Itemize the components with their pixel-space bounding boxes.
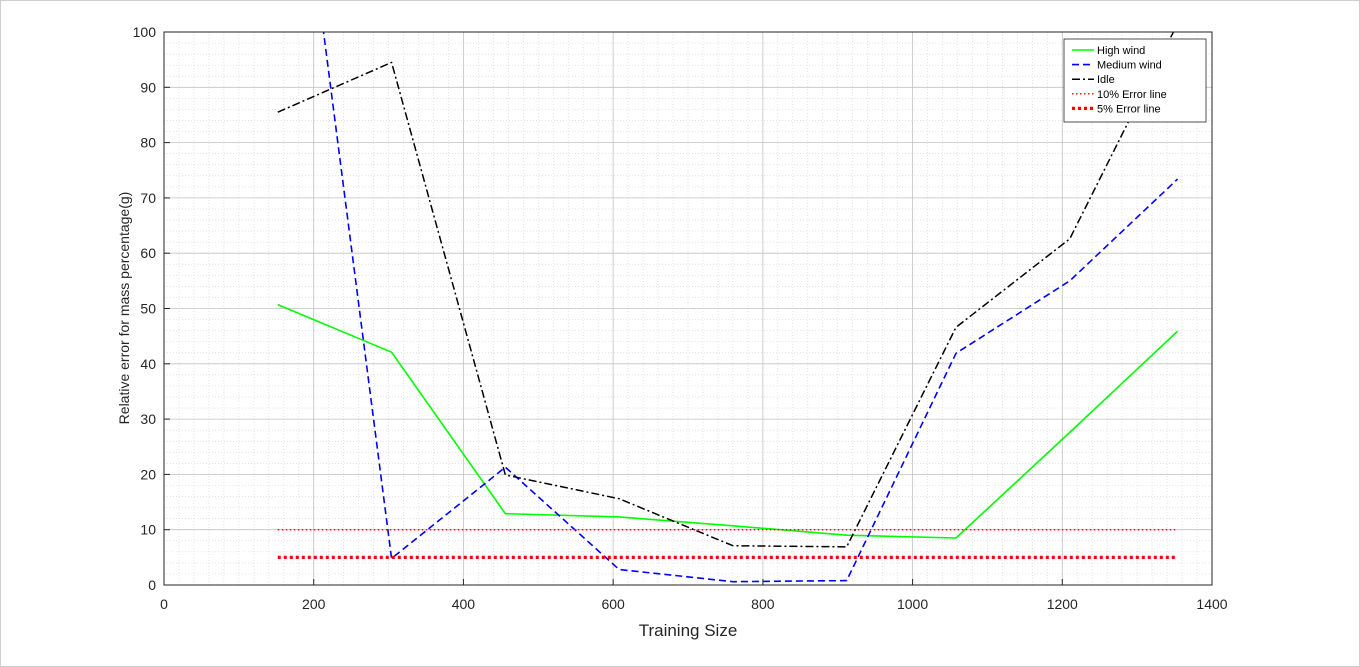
y-tick-label: 90 [140, 79, 156, 95]
legend-label: 5% Error line [1097, 103, 1161, 115]
y-tick-label: 60 [140, 245, 156, 261]
y-tick-label: 70 [140, 190, 156, 206]
y-tick-label: 10 [140, 522, 156, 538]
y-tick-label: 50 [140, 301, 156, 317]
legend: High wind Medium wind Idle 10% Error line 5%… [1063, 38, 1207, 123]
legend-label: High wind [1097, 45, 1145, 57]
series-line-0 [277, 303, 1179, 539]
y-tick-label: 20 [140, 466, 156, 482]
legend-box [1063, 38, 1207, 123]
y-tick-label: 30 [140, 411, 156, 427]
x-tick-label: 1000 [897, 596, 928, 612]
series-line-2 [277, 32, 1175, 548]
y-tick-label: 100 [133, 24, 157, 40]
tick-layer: 0 200 400 600 800 1000 1200 1400 0 10 20 30 40 50 60 70… [133, 24, 1228, 612]
y-tick-label: 0 [148, 577, 156, 593]
x-tick-label: 200 [302, 596, 326, 612]
series-line-1 [322, 32, 1179, 583]
y-tick-label: 80 [140, 135, 156, 151]
legend-label: Idle [1097, 74, 1115, 86]
y-tick-label: 40 [140, 356, 156, 372]
legend-label: 10% Error line [1097, 89, 1167, 101]
x-tick-label: 800 [751, 596, 775, 612]
x-tick-label: 1200 [1047, 596, 1078, 612]
x-tick-label: 400 [452, 596, 476, 612]
x-tick-label: 1400 [1196, 596, 1227, 612]
x-axis-label: Training Size [639, 621, 738, 640]
x-tick-label: 0 [160, 596, 168, 612]
y-axis-label: Relative error for mass percentage(g) [116, 192, 132, 425]
x-tick-label: 600 [601, 596, 625, 612]
series-layer [277, 32, 1179, 583]
legend-label: Medium wind [1097, 60, 1162, 72]
